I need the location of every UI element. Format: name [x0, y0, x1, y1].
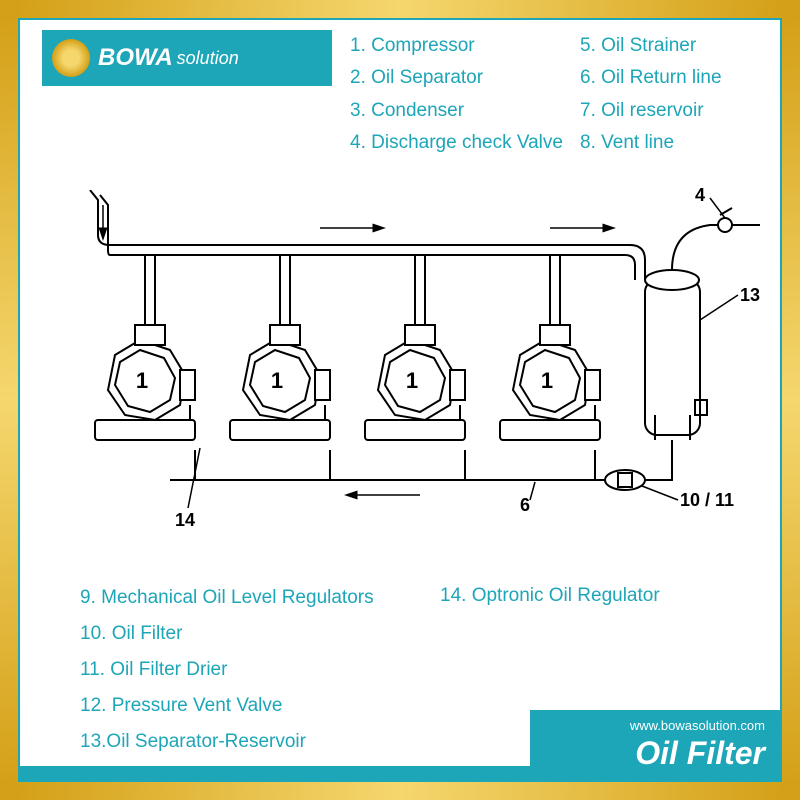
legend-item: 14. Optronic Oil Regulator	[440, 580, 660, 612]
callout-14: 14	[175, 510, 195, 531]
svg-text:1: 1	[541, 368, 553, 393]
svg-text:1: 1	[136, 368, 148, 393]
legend-item: 6. Oil Return line	[580, 62, 722, 94]
legend-item: 3. Condenser	[350, 95, 563, 127]
legend-bottom: 9. Mechanical Oil Level Regulators 10. O…	[80, 580, 374, 760]
legend-item: 4. Discharge check Valve	[350, 127, 563, 159]
page-title: Oil Filter	[635, 735, 765, 772]
compressor-1: 1	[90, 320, 200, 450]
content-area: BOWA solution 1. Compressor 2. Oil Separ…	[20, 20, 780, 780]
callout-6: 6	[520, 495, 530, 516]
legend-item: 2. Oil Separator	[350, 62, 563, 94]
legend-item: 13.Oil Separator-Reservoir	[80, 724, 374, 760]
brand-sub: solution	[177, 48, 239, 69]
compressor-2: 1	[225, 320, 335, 450]
callout-4: 4	[695, 185, 705, 206]
callout-13: 13	[740, 285, 760, 306]
logo-icon	[52, 39, 90, 77]
legend-item: 11. Oil Filter Drier	[80, 652, 374, 688]
legend-column-2: 5. Oil Strainer 6. Oil Return line 7. Oi…	[580, 30, 722, 159]
logo: BOWA solution	[42, 30, 332, 86]
legend-item: 7. Oil reservoir	[580, 95, 722, 127]
brand-name: BOWA	[98, 44, 173, 72]
legend-item: 12. Pressure Vent Valve	[80, 688, 374, 724]
legend-bottom-right: 14. Optronic Oil Regulator	[440, 580, 660, 612]
footer-strip	[20, 766, 530, 780]
svg-text:1: 1	[271, 368, 283, 393]
callout-10-11: 10 / 11	[680, 490, 734, 511]
legend-item: 10. Oil Filter	[80, 616, 374, 652]
compressor-4: 1	[495, 320, 605, 450]
svg-text:1: 1	[406, 368, 418, 393]
title-box: www.bowasolution.com Oil Filter	[530, 710, 780, 780]
compressor-3: 1	[360, 320, 470, 450]
legend-item: 8. Vent line	[580, 127, 722, 159]
legend-item: 9. Mechanical Oil Level Regulators	[80, 580, 374, 616]
legend-item: 5. Oil Strainer	[580, 30, 722, 62]
legend-item: 1. Compressor	[350, 30, 563, 62]
legend-column-1: 1. Compressor 2. Oil Separator 3. Conden…	[350, 30, 563, 159]
schematic-diagram: 1 1 1 1 4 13 14 6 10 / 11	[70, 190, 770, 550]
brand-url: www.bowasolution.com	[630, 718, 765, 733]
